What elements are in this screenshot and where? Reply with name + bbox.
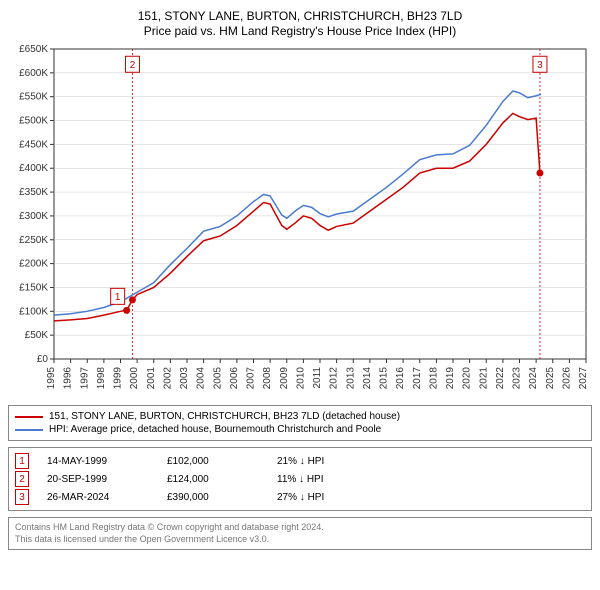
svg-text:£250K: £250K [19, 235, 48, 246]
legend-label: 151, STONY LANE, BURTON, CHRISTCHURCH, B… [49, 411, 400, 422]
svg-text:2019: 2019 [445, 367, 456, 390]
svg-text:2003: 2003 [179, 367, 190, 390]
svg-text:£300K: £300K [19, 211, 48, 222]
title-line-2: Price paid vs. HM Land Registry's House … [8, 24, 592, 38]
event-date: 14-MAY-1999 [47, 456, 167, 467]
svg-text:2012: 2012 [329, 367, 340, 390]
footer-line-1: Contains HM Land Registry data © Crown c… [15, 522, 585, 534]
svg-text:1998: 1998 [96, 367, 107, 390]
chart-title-block: 151, STONY LANE, BURTON, CHRISTCHURCH, B… [8, 9, 592, 38]
svg-text:1996: 1996 [63, 367, 74, 390]
svg-text:2000: 2000 [129, 367, 140, 390]
svg-text:2023: 2023 [512, 367, 523, 390]
svg-text:£500K: £500K [19, 116, 48, 127]
event-price: £102,000 [167, 456, 277, 467]
svg-text:2022: 2022 [495, 367, 506, 390]
svg-text:1999: 1999 [113, 367, 124, 390]
svg-text:£200K: £200K [19, 259, 48, 270]
svg-text:£350K: £350K [19, 187, 48, 198]
legend-label: HPI: Average price, detached house, Bour… [49, 424, 381, 435]
svg-text:£550K: £550K [19, 92, 48, 103]
svg-text:3: 3 [537, 60, 543, 71]
event-date: 20-SEP-1999 [47, 474, 167, 485]
event-number-box: 1 [15, 453, 29, 469]
event-row: 3 26-MAR-2024£390,00027% ↓ HPI [15, 488, 585, 506]
svg-text:2005: 2005 [212, 367, 223, 390]
svg-text:£50K: £50K [25, 330, 49, 341]
svg-text:2: 2 [130, 60, 136, 71]
event-hpi-delta: 27% ↓ HPI [277, 492, 324, 503]
legend: 151, STONY LANE, BURTON, CHRISTCHURCH, B… [8, 405, 592, 441]
svg-text:2016: 2016 [395, 367, 406, 390]
svg-text:2015: 2015 [379, 367, 390, 390]
svg-text:2018: 2018 [428, 367, 439, 390]
svg-text:2010: 2010 [295, 367, 306, 390]
svg-text:£400K: £400K [19, 163, 48, 174]
svg-text:2002: 2002 [162, 367, 173, 390]
svg-text:2020: 2020 [462, 367, 473, 390]
footer-line-2: This data is licensed under the Open Gov… [15, 534, 585, 546]
svg-text:£100K: £100K [19, 306, 48, 317]
event-number-box: 3 [15, 489, 29, 505]
svg-text:£0: £0 [37, 354, 49, 365]
sale-events-table: 1 14-MAY-1999£102,00021% ↓ HPI 2 20-SEP-199… [8, 447, 592, 511]
svg-text:2008: 2008 [262, 367, 273, 390]
event-hpi-delta: 21% ↓ HPI [277, 456, 324, 467]
svg-text:2021: 2021 [478, 367, 489, 390]
legend-swatch [15, 429, 43, 431]
event-price: £390,000 [167, 492, 277, 503]
svg-text:1997: 1997 [79, 367, 90, 390]
svg-text:2017: 2017 [412, 367, 423, 390]
price-chart: £0 £50K £100K £150K £200K £250K £300K £350K £400… [8, 39, 592, 399]
event-hpi-delta: 11% ↓ HPI [277, 474, 324, 485]
svg-text:2007: 2007 [246, 367, 257, 390]
chart-container: £0 £50K £100K £150K £200K £250K £300K £350K £400… [8, 39, 592, 399]
svg-text:2001: 2001 [146, 367, 157, 390]
svg-text:2013: 2013 [345, 367, 356, 390]
svg-text:1995: 1995 [46, 367, 57, 390]
svg-text:1: 1 [115, 292, 121, 303]
svg-text:2011: 2011 [312, 367, 323, 389]
svg-text:2009: 2009 [279, 367, 290, 390]
event-row: 1 14-MAY-1999£102,00021% ↓ HPI [15, 452, 585, 470]
attribution-footer: Contains HM Land Registry data © Crown c… [8, 517, 592, 550]
svg-text:£450K: £450K [19, 139, 48, 150]
legend-row: 151, STONY LANE, BURTON, CHRISTCHURCH, B… [15, 410, 585, 423]
legend-swatch [15, 416, 43, 418]
svg-text:2004: 2004 [196, 367, 207, 390]
svg-text:£150K: £150K [19, 282, 48, 293]
svg-text:2024: 2024 [528, 367, 539, 390]
svg-text:£600K: £600K [19, 68, 48, 79]
svg-text:£650K: £650K [19, 44, 48, 55]
svg-text:2027: 2027 [578, 367, 589, 390]
svg-text:2006: 2006 [229, 367, 240, 390]
svg-text:2025: 2025 [545, 367, 556, 390]
event-number-box: 2 [15, 471, 29, 487]
legend-row: HPI: Average price, detached house, Bour… [15, 423, 585, 436]
svg-text:2014: 2014 [362, 367, 373, 390]
svg-text:2026: 2026 [561, 367, 572, 390]
event-date: 26-MAR-2024 [47, 492, 167, 503]
event-price: £124,000 [167, 474, 277, 485]
title-line-1: 151, STONY LANE, BURTON, CHRISTCHURCH, B… [8, 9, 592, 23]
event-row: 2 20-SEP-1999£124,00011% ↓ HPI [15, 470, 585, 488]
